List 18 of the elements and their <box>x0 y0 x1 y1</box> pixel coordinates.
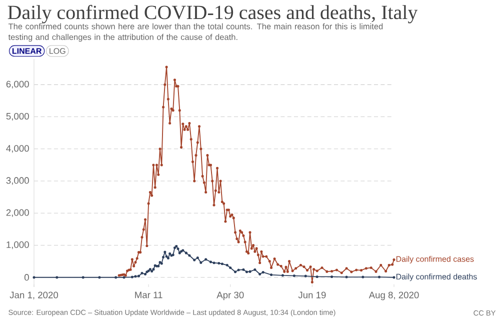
y-tick-label: 5,000 <box>6 112 29 121</box>
y-tick-label: 1,000 <box>6 241 29 250</box>
x-tick-label: Jan 1, 2020 <box>10 292 58 300</box>
x-tick-label: Jun 19 <box>298 292 326 298</box>
x-tick-label: Aug 8, 2020 <box>368 292 419 300</box>
y-tick-label: 3,000 <box>6 177 29 185</box>
y-tick-label: 0 <box>24 274 29 281</box>
y-tick-label: 4,000 <box>6 145 29 153</box>
series-label: Daily confirmed cases <box>396 256 474 264</box>
x-tick-label: Apr 30 <box>216 292 244 300</box>
text: LINEAR <box>12 48 42 54</box>
chart-title: Daily confirmed COVID-19 cases and deaths, Italy <box>8 4 418 24</box>
series-label: Daily confirmed deaths <box>396 274 477 282</box>
y-tick-label: 6,000 <box>6 80 29 89</box>
y-tick-label: 2,000 <box>6 209 29 217</box>
text: LOG <box>50 48 66 54</box>
x-tick-label: Mar 11 <box>135 292 162 298</box>
chart-subtitle: The confirmed counts shown here are lower than the total counts. The main reason for this is limited testing and challenges in the attribution of the cause of death. <box>8 23 383 42</box>
